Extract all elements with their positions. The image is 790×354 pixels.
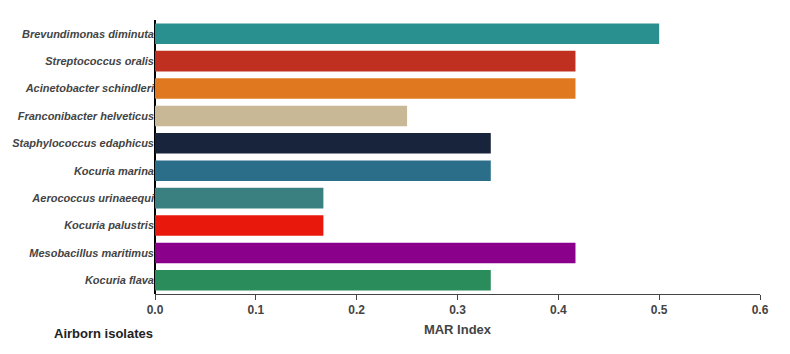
svg-text:0.6: 0.6 — [752, 303, 769, 317]
svg-text:Mesobacillus maritimus: Mesobacillus maritimus — [29, 247, 154, 259]
svg-text:Aerococcus urinaeequi: Aerococcus urinaeequi — [31, 192, 155, 204]
svg-text:0.1: 0.1 — [247, 303, 264, 317]
svg-text:Franconibacter helveticus: Franconibacter helveticus — [18, 110, 154, 122]
svg-text:0.4: 0.4 — [550, 303, 567, 317]
svg-text:0.5: 0.5 — [651, 303, 668, 317]
svg-text:MAR Index: MAR Index — [424, 322, 492, 337]
svg-text:Airborn isolates: Airborn isolates — [54, 326, 153, 341]
svg-text:Brevundimonas diminuta: Brevundimonas diminuta — [22, 28, 154, 40]
svg-text:Kocuria flava: Kocuria flava — [85, 274, 154, 286]
svg-text:0.3: 0.3 — [449, 303, 466, 317]
svg-text:0.2: 0.2 — [348, 303, 365, 317]
svg-text:Acinetobacter schindleri: Acinetobacter schindleri — [25, 82, 155, 94]
svg-text:Kocuria marina: Kocuria marina — [74, 165, 154, 177]
svg-text:Streptococcus oralis: Streptococcus oralis — [45, 55, 154, 67]
svg-text:Staphylococcus edaphicus: Staphylococcus edaphicus — [12, 137, 154, 149]
svg-text:Kocuria palustris: Kocuria palustris — [64, 219, 154, 231]
svg-text:0.0: 0.0 — [147, 303, 164, 317]
